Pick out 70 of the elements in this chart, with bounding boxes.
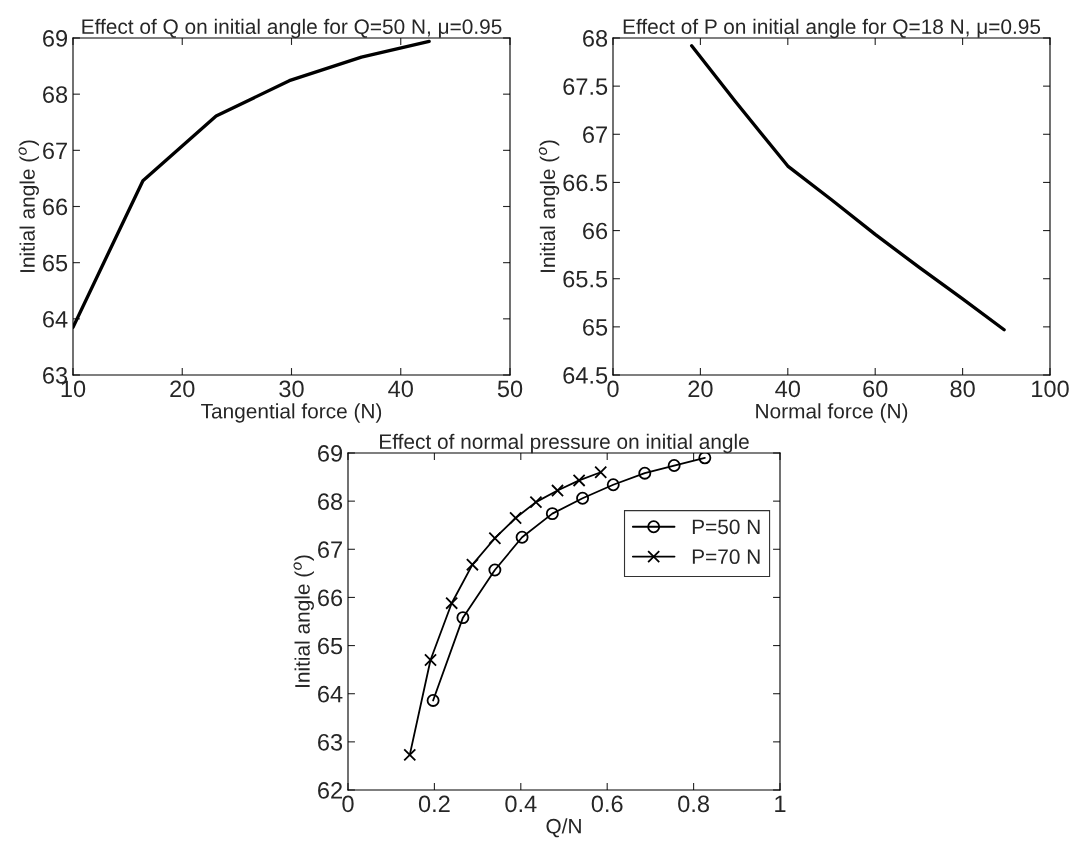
x-tick-label: 0.8 xyxy=(678,795,709,813)
point xyxy=(698,453,712,465)
y-tick-label: 62 xyxy=(318,782,342,799)
x-tick-label: 0.6 xyxy=(591,795,623,813)
y-tick-label: 64 xyxy=(43,310,68,328)
x-tick-label: 50 xyxy=(497,380,523,398)
point xyxy=(576,491,590,505)
point xyxy=(424,653,437,667)
point xyxy=(667,459,681,472)
point xyxy=(545,507,559,521)
x-axis-title: Tangential force (N) xyxy=(201,403,382,423)
point xyxy=(445,596,459,610)
x-tick-label: 0.4 xyxy=(505,795,537,813)
x-axis-title: Q/N xyxy=(546,818,581,838)
y-tick-label: 69 xyxy=(318,445,343,462)
point xyxy=(529,495,543,509)
y-tick-label: 65 xyxy=(318,637,343,655)
y-tick-label: 67 xyxy=(318,541,342,559)
x-tick-label: 20 xyxy=(688,380,713,398)
x-tick-label: 0.2 xyxy=(418,795,450,813)
y-tick-label: 69 xyxy=(43,30,68,47)
point xyxy=(456,611,470,625)
y-tick-label: 65.5 xyxy=(563,270,608,288)
x-tick-label: 40 xyxy=(775,380,801,398)
y-tick-label: 66 xyxy=(583,222,608,240)
chart-title: Effect of P on initial angle for Q=18 N, μ=0.95 xyxy=(623,18,1041,39)
x-tick-label: 60 xyxy=(863,380,888,398)
y-axis-title: Initial angle ($^{o}$) xyxy=(18,140,39,272)
y-tick-label: 67.5 xyxy=(563,78,608,95)
x-tick-label: 0 xyxy=(607,380,619,398)
y-tick-label: 68 xyxy=(583,30,608,47)
chart-title: Effect of normal pressure on initial angle xyxy=(380,433,749,454)
y-tick-label: 68 xyxy=(43,86,68,103)
y-axis-title: Initial angle ($^{o}$) xyxy=(293,555,314,687)
y-tick-label: 67 xyxy=(583,126,607,144)
point xyxy=(515,530,529,544)
point xyxy=(426,693,440,707)
y-tick-label: 68 xyxy=(318,493,343,510)
y-tick-label: 65 xyxy=(43,254,68,272)
y-tick-label: 66 xyxy=(43,198,68,216)
point xyxy=(509,511,523,525)
y-axis-title: Initial angle ($^{o}$) xyxy=(538,140,560,272)
point xyxy=(606,478,620,492)
point xyxy=(488,531,502,545)
legend-label: P=50 N xyxy=(692,519,760,535)
x-tick-label: 30 xyxy=(279,380,304,398)
x-tick-label: 0 xyxy=(342,795,354,813)
point xyxy=(403,748,417,762)
y-tick-label: 66.5 xyxy=(563,174,608,192)
x-axis-title: Normal force (N) xyxy=(756,403,908,423)
y-tick-label: 64 xyxy=(318,685,343,703)
x-tick-label: 1 xyxy=(775,795,786,812)
line-series xyxy=(689,44,1006,332)
y-tick-label: 65 xyxy=(583,318,608,336)
point xyxy=(638,466,652,480)
point xyxy=(551,484,564,498)
point xyxy=(488,563,502,577)
y-tick-label: 63 xyxy=(318,733,343,751)
y-tick-label: 64.5 xyxy=(563,367,608,384)
x-tick-label: 20 xyxy=(170,380,195,398)
point xyxy=(594,465,608,479)
point xyxy=(572,473,586,487)
y-tick-label: 66 xyxy=(318,589,343,607)
x-tick-label: 80 xyxy=(950,380,975,398)
y-tick-label: 67 xyxy=(43,142,67,160)
point xyxy=(465,558,479,572)
x-tick-label: 100 xyxy=(1032,380,1069,398)
chart-title: Effect of Q on initial angle for Q=50 N, μ=0.95 xyxy=(82,18,502,39)
legend-label: P=70 N xyxy=(692,549,760,565)
x-tick-label: 40 xyxy=(388,380,413,398)
